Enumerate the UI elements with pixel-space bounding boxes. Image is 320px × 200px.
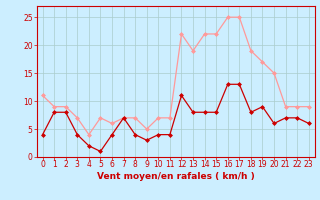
X-axis label: Vent moyen/en rafales ( km/h ): Vent moyen/en rafales ( km/h ) xyxy=(97,172,254,181)
